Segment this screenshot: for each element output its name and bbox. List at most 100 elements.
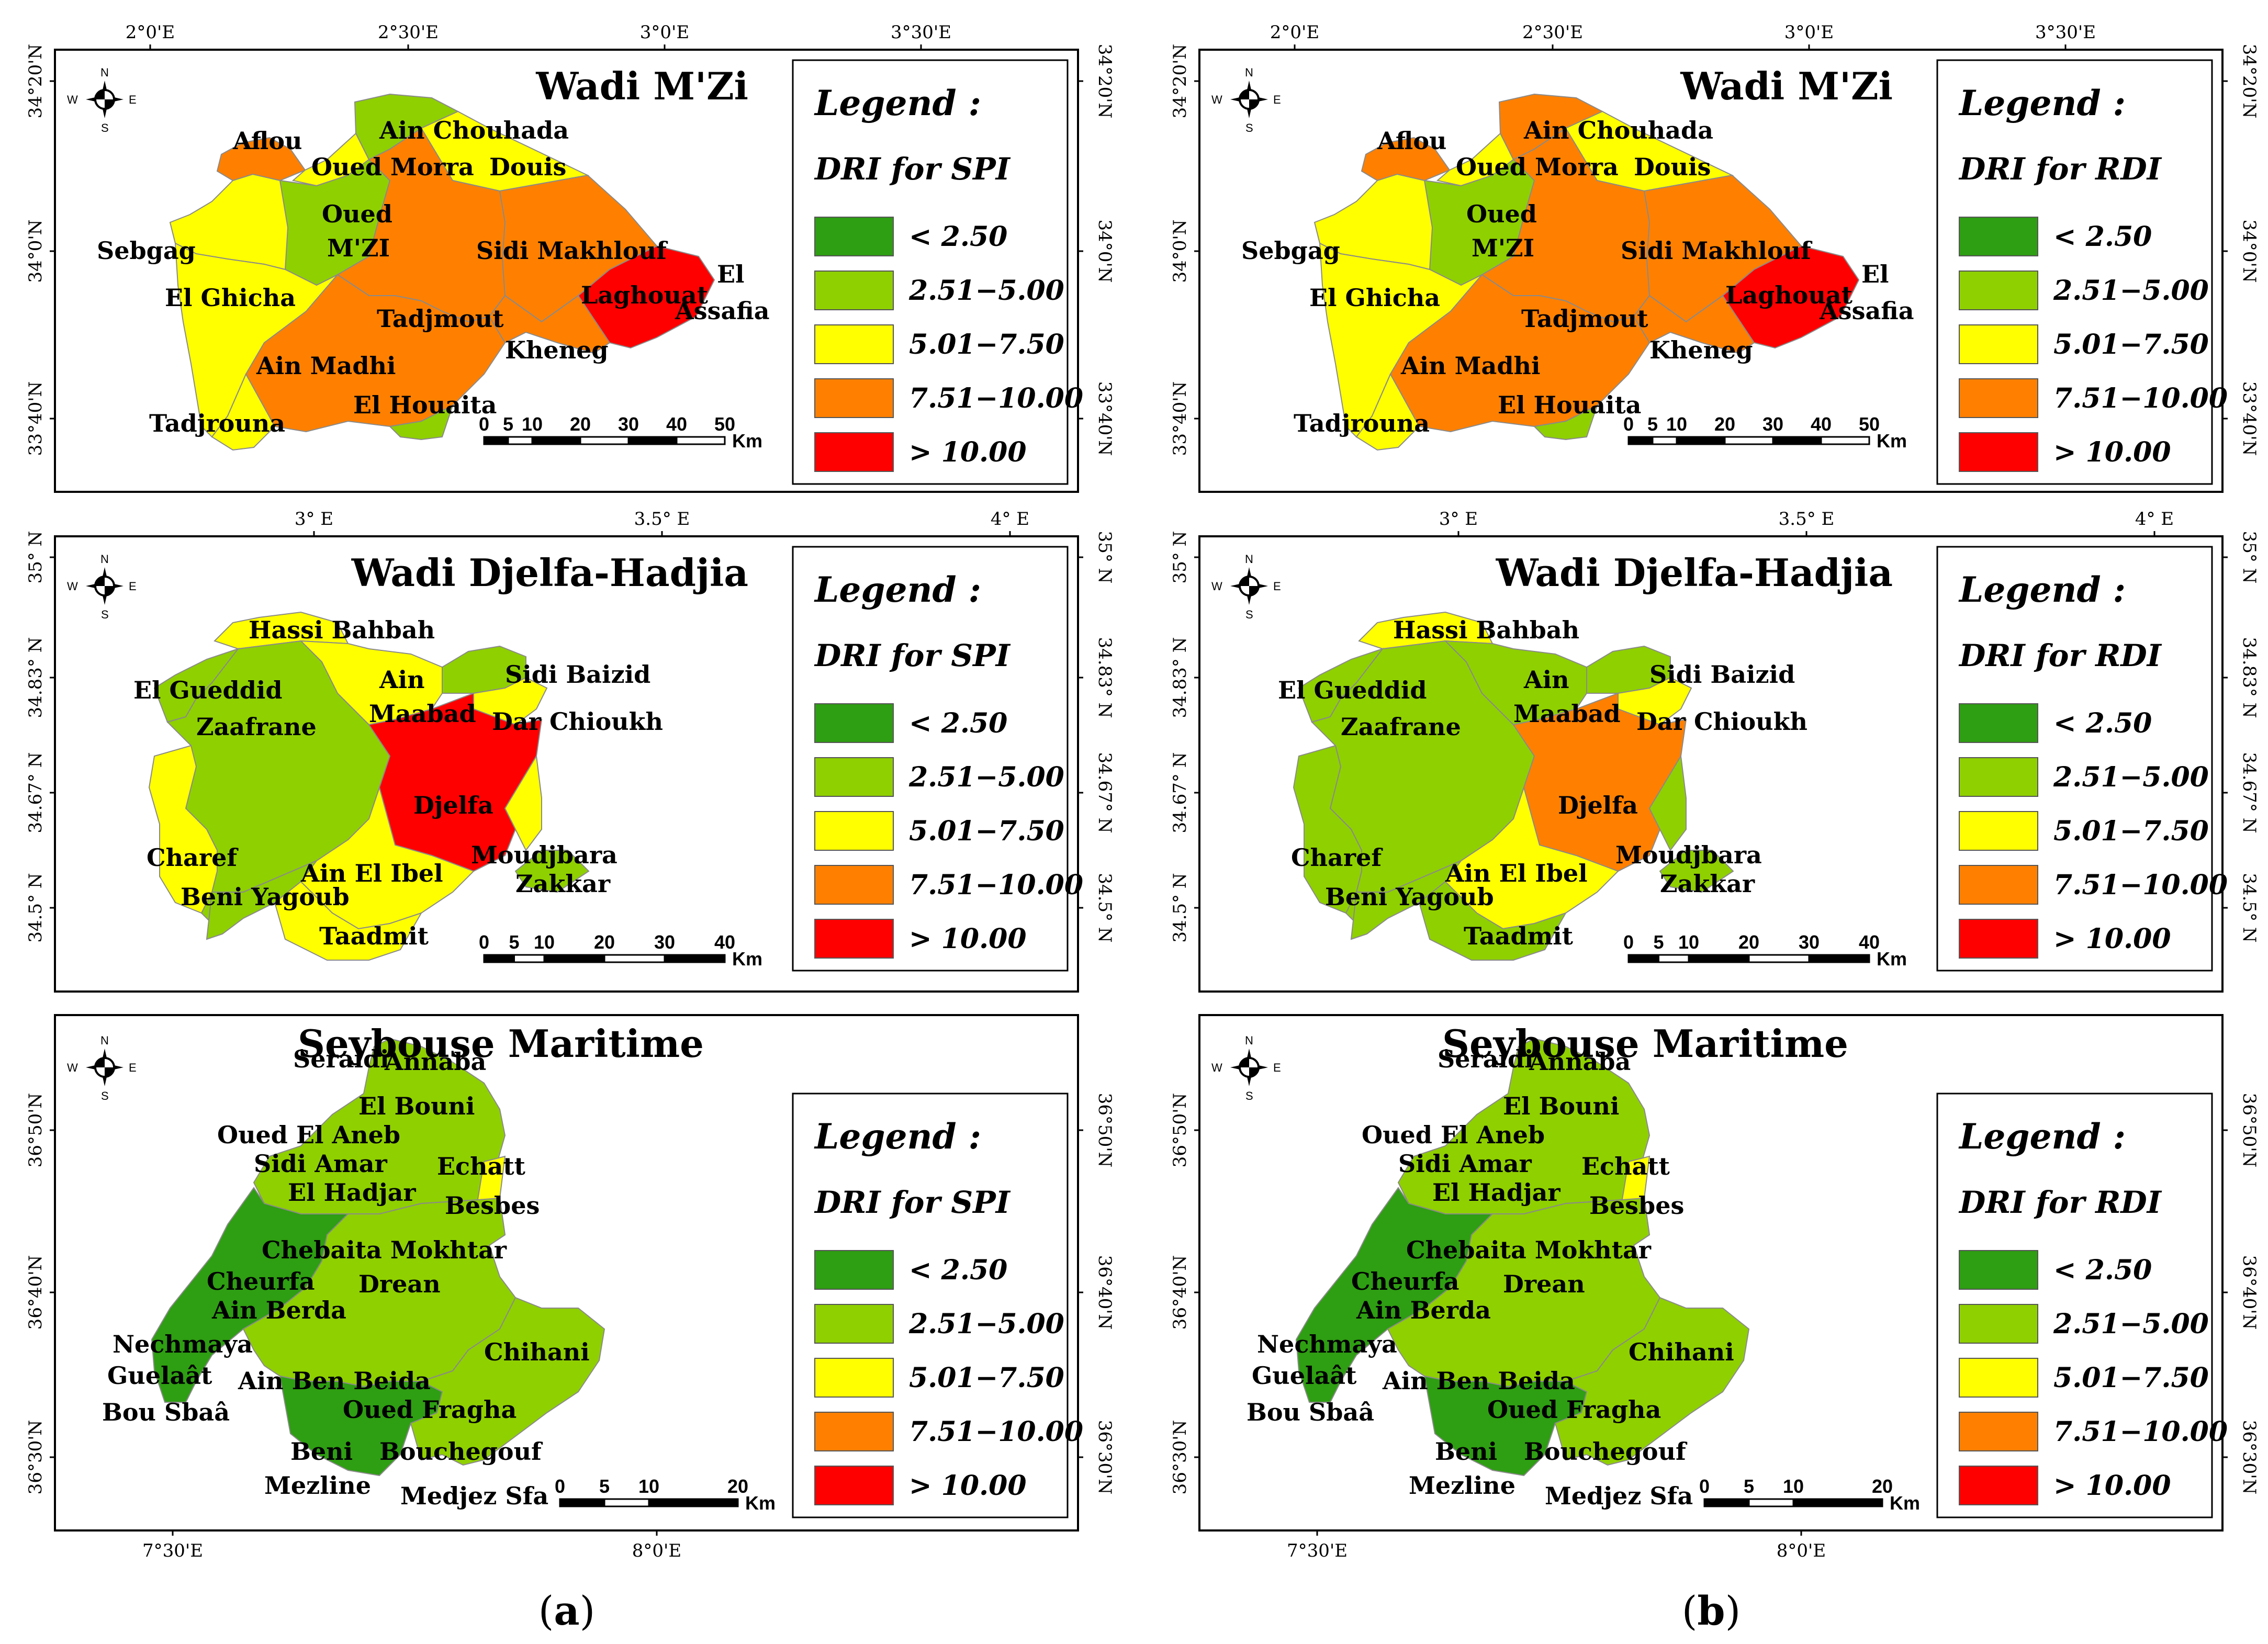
compass-s-label: S bbox=[1245, 121, 1253, 134]
scale-label: 10 bbox=[1678, 931, 1699, 953]
scale-segment bbox=[627, 436, 678, 445]
legend-box: Legend : DRI for SPI < 2.50 2.51−5.00 5.01−7… bbox=[792, 59, 1083, 485]
region-polygons bbox=[1313, 93, 1860, 451]
compass-n-label: N bbox=[100, 1034, 109, 1047]
region-dj_charef bbox=[1293, 745, 1362, 914]
scale-segment bbox=[1748, 954, 1810, 963]
place-label: Laghouat bbox=[581, 281, 709, 309]
place-label: Assafia bbox=[675, 297, 770, 325]
left-tick-label: 34.5° N bbox=[25, 873, 46, 942]
scale-segment bbox=[483, 954, 515, 963]
place-label: Taadmit bbox=[1464, 922, 1574, 950]
place-label: El Houaita bbox=[1498, 391, 1641, 419]
place-label: Laghouat bbox=[1725, 281, 1853, 309]
place-label: Aflou bbox=[1377, 127, 1446, 155]
place-label: Charef bbox=[147, 843, 239, 872]
place-label: Ain Ben Beida bbox=[238, 1367, 431, 1395]
scale-segment bbox=[579, 436, 630, 445]
region-dj_zakkar bbox=[1659, 850, 1734, 893]
legend-class-label: 7.51−10.00 bbox=[2053, 869, 2228, 901]
legend-class-label: 5.01−7.50 bbox=[2053, 1362, 2209, 1394]
left-tick-label: 34.67° N bbox=[1170, 752, 1191, 834]
compass-e-label: E bbox=[129, 1061, 137, 1074]
region-polygons bbox=[169, 93, 715, 451]
legend-index-name: DRI for RDI bbox=[1958, 151, 2162, 187]
place-label: Maabad bbox=[369, 700, 476, 728]
place-label: Bou Sbaâ bbox=[1247, 1398, 1374, 1426]
scale-segment bbox=[1627, 436, 1654, 445]
region-polygons bbox=[151, 1038, 605, 1477]
place-label: Sebgag bbox=[97, 237, 196, 265]
place-label: Drean bbox=[1503, 1270, 1585, 1298]
top-tick-label: 4° E bbox=[991, 509, 1029, 530]
legend-class-label: 5.01−7.50 bbox=[2053, 815, 2209, 847]
place-label: Cheurfa bbox=[207, 1267, 315, 1296]
legend-swatch bbox=[1959, 811, 2038, 851]
scale-segment bbox=[648, 1498, 739, 1507]
scale-label: 10 bbox=[534, 931, 555, 953]
place-label: El Ghicha bbox=[165, 284, 296, 312]
scale-label: 5 bbox=[599, 1476, 610, 1497]
place-label: Sidi Amar bbox=[1398, 1150, 1532, 1178]
legend-class-label: > 10.00 bbox=[2053, 1470, 2171, 1502]
scale-label: 40 bbox=[1811, 413, 1832, 435]
scale-segment bbox=[1627, 954, 1659, 963]
scale-segment bbox=[559, 1498, 605, 1507]
scale-segment bbox=[1652, 436, 1678, 445]
right-tick-label: 36°40'N bbox=[1094, 1255, 1115, 1330]
place-label: El Hadjar bbox=[288, 1178, 416, 1207]
scale-segment bbox=[676, 436, 726, 445]
place-label: Hassi Bahbah bbox=[1393, 616, 1579, 644]
legend-swatch bbox=[1959, 1358, 2038, 1398]
scale-unit: Km bbox=[732, 430, 762, 452]
place-label: Ain Berda bbox=[1356, 1296, 1491, 1324]
scale-unit: Km bbox=[1877, 948, 1907, 970]
top-tick-label: 2°0'E bbox=[1270, 22, 1319, 43]
legend-index-name: DRI for SPI bbox=[814, 151, 1011, 187]
north-arrow-compass: N S E W bbox=[1211, 1034, 1281, 1102]
map-title: Wadi Djelfa-Hadjia bbox=[1496, 550, 1893, 595]
legend-title: Legend : bbox=[814, 83, 981, 123]
place-label: Oued Fragha bbox=[343, 1395, 517, 1424]
bottom-tick-label: 7°30'E bbox=[142, 1540, 203, 1561]
scale-label: 0 bbox=[479, 413, 489, 435]
place-label: Assafia bbox=[1819, 297, 1914, 325]
place-label: Douis bbox=[489, 153, 566, 181]
legend-swatch bbox=[814, 865, 894, 905]
scale-label: 50 bbox=[714, 413, 735, 435]
region-mzi_houaita bbox=[1533, 404, 1598, 441]
place-label: Aflou bbox=[232, 127, 302, 155]
scale-label: 20 bbox=[594, 931, 615, 953]
legend-class-label: < 2.50 bbox=[2053, 1254, 2152, 1286]
compass-e-label: E bbox=[1273, 580, 1281, 593]
scale-segment bbox=[1688, 954, 1750, 963]
place-label: Mezline bbox=[264, 1471, 371, 1500]
compass-w-label: W bbox=[67, 580, 78, 593]
top-tick-label: 3° E bbox=[295, 509, 333, 530]
scale-segment bbox=[1792, 1498, 1883, 1507]
place-label: M'ZI bbox=[327, 234, 390, 262]
place-label: Sidi Baizid bbox=[1649, 660, 1795, 689]
compass-w-label: W bbox=[67, 1061, 78, 1074]
right-tick-label: 33°40'N bbox=[1094, 381, 1115, 456]
place-label: Beni Yagoub bbox=[181, 883, 350, 911]
region-mzi_tadjrouna bbox=[211, 373, 276, 451]
legend-swatch bbox=[814, 1358, 894, 1398]
place-label: Oued Fragha bbox=[1487, 1395, 1661, 1424]
legend-box: Legend : DRI for SPI < 2.50 2.51−5.00 5.01−7… bbox=[792, 1093, 1083, 1518]
compass-n-label: N bbox=[1245, 553, 1253, 566]
left-tick-label: 34°0'N bbox=[25, 220, 46, 283]
place-label: Seraidi bbox=[1438, 1045, 1534, 1073]
scale-label: 30 bbox=[618, 413, 639, 435]
legend-index-name: DRI for SPI bbox=[814, 1185, 1011, 1220]
place-label: Sidi Makhlouf bbox=[1621, 237, 1813, 265]
top-tick-label: 4° E bbox=[2135, 509, 2174, 530]
scale-segment bbox=[1820, 436, 1870, 445]
panel-label-a: (a) bbox=[538, 1587, 596, 1634]
left-tick-label: 34.5° N bbox=[1170, 873, 1191, 942]
place-label: Beni Yagoub bbox=[1325, 883, 1494, 911]
place-label: Zakkar bbox=[515, 870, 611, 898]
